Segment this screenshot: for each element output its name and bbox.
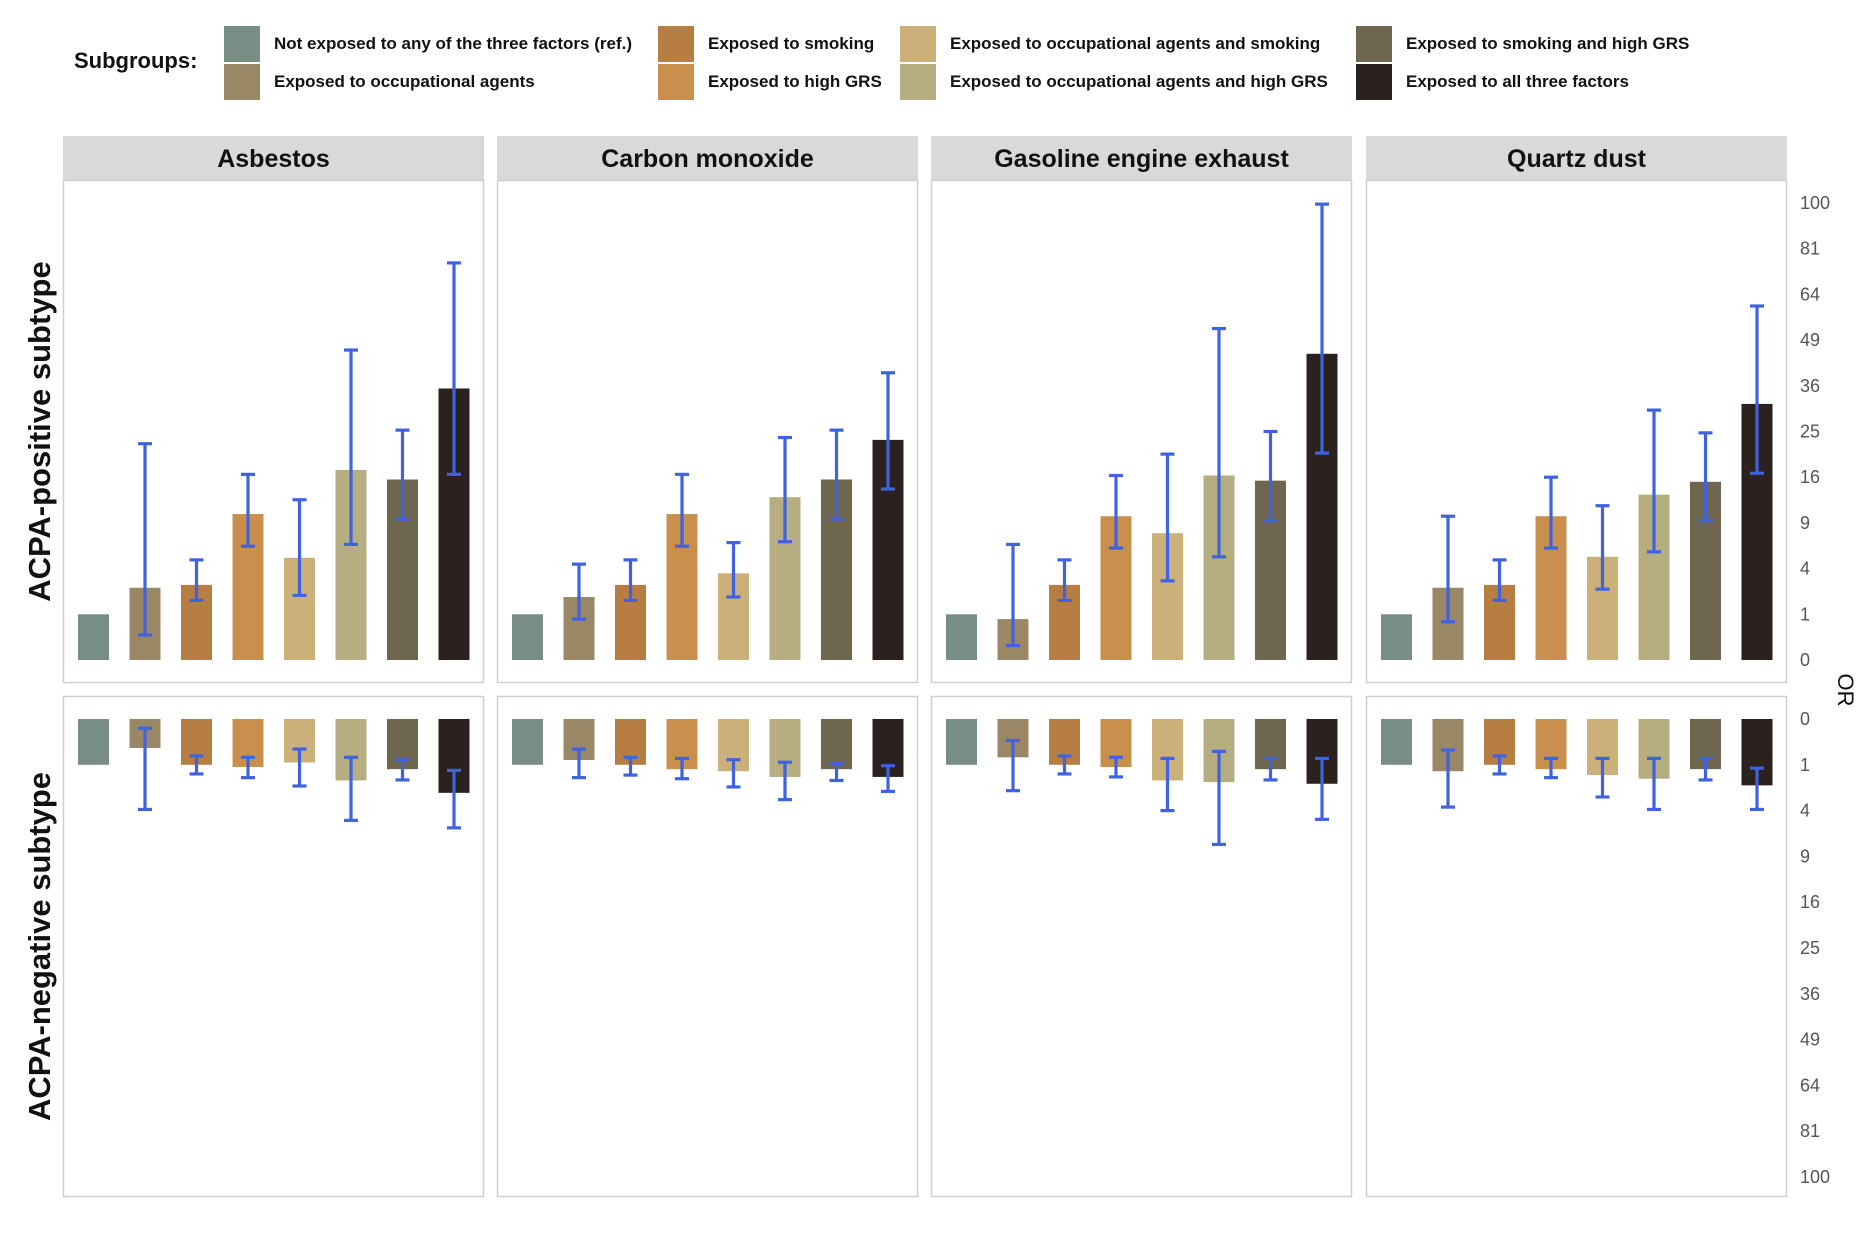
bar (512, 719, 543, 765)
legend-item: Exposed to smoking (658, 26, 874, 62)
y-tick-label: 9 (1800, 846, 1810, 866)
legend-label: Exposed to high GRS (708, 72, 882, 91)
legend-item: Exposed to occupational agents (224, 64, 535, 100)
y-tick-label: 100 (1800, 193, 1830, 213)
y-tick-label: 49 (1800, 330, 1820, 350)
facet-strip-label: Gasoline engine exhaust (994, 145, 1289, 173)
legend-swatch (900, 64, 936, 100)
legend-swatch (658, 26, 694, 62)
legend-swatch (658, 64, 694, 100)
y-tick-label: 4 (1800, 559, 1810, 579)
y-tick-label: 81 (1800, 1121, 1820, 1141)
legend-swatch (900, 26, 936, 62)
legend-swatch (1356, 64, 1392, 100)
legend-item: Not exposed to any of the three factors … (224, 26, 632, 62)
facet-strip (63, 136, 484, 180)
panel-frame (62, 695, 485, 1198)
y-tick-label: 81 (1800, 239, 1820, 259)
legend-swatch (224, 26, 260, 62)
legend-swatch (224, 64, 260, 100)
y-tick-label: 49 (1800, 1030, 1820, 1050)
legend-item: Exposed to occupational agents and smoki… (900, 26, 1320, 62)
panel-frame (1365, 179, 1788, 684)
legend-label: Exposed to smoking and high GRS (1406, 34, 1690, 53)
bar (78, 719, 109, 765)
legend-item: Exposed to occupational agents and high … (900, 64, 1328, 100)
facet-strip-label: Asbestos (217, 145, 330, 173)
legend-swatch (1356, 26, 1392, 62)
y-tick-label: 25 (1800, 422, 1820, 442)
legend-item: Exposed to smoking and high GRS (1356, 26, 1689, 62)
facet-strip (1366, 136, 1787, 180)
panel-frame (930, 179, 1353, 684)
y-tick-label: 64 (1800, 1075, 1820, 1095)
row-label: ACPA-positive subtype (22, 261, 57, 601)
facet-strip (931, 136, 1352, 180)
y-tick-label: 1 (1800, 604, 1810, 624)
facet-strip-label: Carbon monoxide (601, 145, 814, 173)
row-label: ACPA-negative subtype (22, 772, 57, 1121)
y-tick-label: 100 (1800, 1167, 1830, 1187)
panel-frame (930, 695, 1353, 1198)
bar (946, 614, 977, 660)
legend-label: Exposed to occupational agents (274, 72, 535, 91)
facet-strip (497, 136, 918, 180)
panel-frame (62, 179, 485, 684)
y-tick-label: 0 (1800, 709, 1810, 729)
facet-strip-label: Quartz dust (1507, 145, 1647, 173)
y-tick-label: 16 (1800, 467, 1820, 487)
panel-frame (496, 179, 919, 684)
legend: Subgroups: Not exposed to any of the thr… (0, 0, 1866, 110)
legend-item: Exposed to all three factors (1356, 64, 1629, 100)
y-tick-label: 0 (1800, 650, 1810, 670)
bar (1381, 719, 1412, 765)
y-tick-label: 9 (1800, 513, 1810, 533)
bar (512, 614, 543, 660)
bar (1381, 614, 1412, 660)
y-tick-label: 1 (1800, 755, 1810, 775)
y-tick-label: 4 (1800, 801, 1810, 821)
bar (821, 719, 852, 770)
y-axis-title: OR (1833, 674, 1858, 707)
y-tick-label: 64 (1800, 284, 1820, 304)
y-tick-label: 25 (1800, 938, 1820, 958)
legend-label: Exposed to occupational agents and smoki… (950, 34, 1321, 53)
bar (946, 719, 977, 765)
legend-title: Subgroups: (74, 48, 198, 73)
bar (78, 614, 109, 660)
y-tick-label: 16 (1800, 892, 1820, 912)
panel-frame (496, 695, 919, 1198)
y-tick-label: 36 (1800, 984, 1820, 1004)
legend-label: Exposed to occupational agents and high … (950, 72, 1328, 91)
legend-item: Exposed to high GRS (658, 64, 882, 100)
y-tick-label: 36 (1800, 376, 1820, 396)
panel-frame (1365, 695, 1788, 1198)
legend-label: Not exposed to any of the three factors … (274, 34, 632, 53)
legend-label: Exposed to all three factors (1406, 72, 1629, 91)
legend-label: Exposed to smoking (708, 34, 875, 53)
